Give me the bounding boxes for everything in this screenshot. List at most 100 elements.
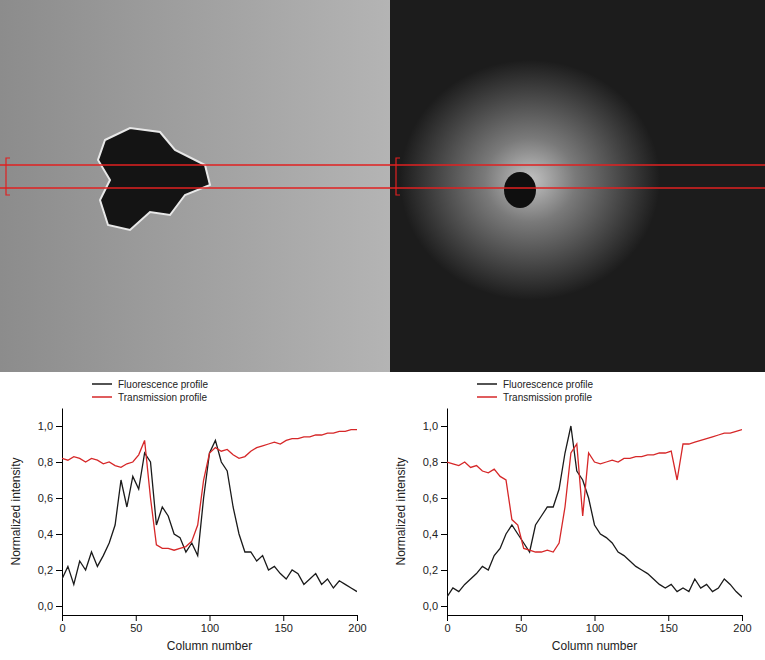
legend-label: Fluorescence profile [503, 379, 593, 390]
legend-swatch [477, 383, 497, 385]
x-tick-label: 100 [201, 622, 219, 634]
y-axis-title: Normalized intensity [9, 457, 23, 565]
x-tick-mark [595, 615, 596, 621]
y-tick-label: 0,4 [38, 528, 53, 540]
y-tick-label: 0,4 [423, 528, 438, 540]
y-tick: 0,0 [38, 600, 62, 612]
x-tick-mark [210, 615, 211, 621]
x-tick: 150 [275, 615, 293, 634]
y-axis: 0,0 0,2 0,4 0,6 0,8 1,0 [38, 409, 63, 616]
series-line [62, 430, 357, 551]
particle-dark [98, 128, 210, 230]
y-tick-mark [441, 606, 447, 607]
x-tick-mark [447, 615, 448, 621]
y-tick: 0,8 [423, 456, 447, 468]
plot-area [447, 426, 742, 597]
particle-shadow [504, 172, 536, 208]
x-tick: 100 [201, 615, 219, 634]
y-tick-label: 0,0 [38, 600, 53, 612]
profile-line [0, 164, 765, 166]
profile-line [0, 187, 765, 189]
x-tick-label: 50 [130, 622, 142, 634]
y-tick-label: 0,2 [423, 564, 438, 576]
x-tick: 200 [348, 615, 366, 634]
x-axis-title: Column number [552, 639, 637, 653]
x-tick-label: 100 [586, 622, 604, 634]
y-axis-title: Normalized intensity [394, 457, 408, 565]
x-axis: 0 50 100 150 200 [444, 615, 751, 634]
legend: Fluorescence profile Transmission profile [477, 379, 593, 403]
x-tick-label: 50 [515, 622, 527, 634]
legend-label: Transmission profile [118, 392, 208, 403]
x-tick-mark [668, 615, 669, 621]
y-tick: 0,8 [38, 456, 62, 468]
y-tick: 0,2 [423, 564, 447, 576]
images [0, 0, 765, 372]
legend-label: Fluorescence profile [118, 379, 208, 390]
y-tick-label: 0,8 [38, 456, 53, 468]
x-axis-title: Column number [167, 639, 252, 653]
profile-bracket [6, 158, 10, 195]
x-tick-label: 200 [733, 622, 751, 634]
y-tick-label: 0,6 [423, 492, 438, 504]
legend-swatch [92, 383, 112, 385]
chart: 0 50 100 150 200 0,0 0,2 0,4 0,6 0,8 1,0 Column num… [394, 379, 752, 653]
legend: Fluorescence profile Transmission profile [92, 379, 208, 403]
y-tick-label: 0,6 [38, 492, 53, 504]
y-tick: 1,0 [38, 420, 62, 432]
x-tick: 50 [515, 615, 527, 634]
x-tick: 0 [444, 615, 450, 634]
x-tick-mark [357, 615, 358, 621]
y-tick-mark [441, 426, 447, 427]
y-tick: 0,4 [38, 528, 62, 540]
y-tick: 0,4 [423, 528, 447, 540]
x-tick-label: 150 [660, 622, 678, 634]
y-tick-mark [56, 498, 62, 499]
x-tick-label: 200 [348, 622, 366, 634]
x-tick-mark [283, 615, 284, 621]
y-tick-label: 0,2 [38, 564, 53, 576]
x-tick-mark [521, 615, 522, 621]
y-tick-mark [56, 606, 62, 607]
x-axis: 0 50 100 150 200 [59, 615, 366, 634]
y-axis: 0,0 0,2 0,4 0,6 0,8 1,0 [423, 409, 448, 616]
profile-bracket [396, 158, 400, 195]
y-tick-label: 1,0 [38, 420, 53, 432]
x-tick-label: 150 [275, 622, 293, 634]
x-tick: 200 [733, 615, 751, 634]
y-tick: 0,6 [423, 492, 447, 504]
legend-swatch [477, 396, 497, 398]
y-tick: 0,6 [38, 492, 62, 504]
transmission-image [0, 0, 390, 372]
y-tick-mark [441, 570, 447, 571]
y-axis-line [447, 409, 448, 616]
y-tick-mark [441, 462, 447, 463]
x-tick-label: 0 [59, 622, 65, 634]
legend-item: Fluorescence profile [92, 379, 208, 390]
legend-item: Fluorescence profile [477, 379, 593, 390]
plot-area [62, 430, 357, 592]
y-tick-label: 1,0 [423, 420, 438, 432]
legend-item: Transmission profile [92, 392, 208, 403]
y-tick-mark [441, 498, 447, 499]
x-tick-mark [136, 615, 137, 621]
legend-item: Transmission profile [477, 392, 593, 403]
x-tick: 150 [660, 615, 678, 634]
fluorescence-glow [400, 60, 660, 300]
x-tick-label: 0 [444, 622, 450, 634]
y-tick-mark [56, 462, 62, 463]
y-axis-line [62, 409, 63, 616]
y-tick-mark [441, 534, 447, 535]
x-tick: 0 [59, 615, 65, 634]
y-tick-label: 0,0 [423, 600, 438, 612]
series-line [447, 426, 742, 597]
y-tick-mark [56, 570, 62, 571]
y-tick-mark [56, 426, 62, 427]
x-tick-mark [62, 615, 63, 621]
x-tick: 50 [130, 615, 142, 634]
chart: 0 50 100 150 200 0,0 0,2 0,4 0,6 0,8 1,0 Column num… [9, 379, 367, 653]
y-tick: 1,0 [423, 420, 447, 432]
x-tick-mark [742, 615, 743, 621]
y-tick-label: 0,8 [423, 456, 438, 468]
y-tick: 0,0 [423, 600, 447, 612]
